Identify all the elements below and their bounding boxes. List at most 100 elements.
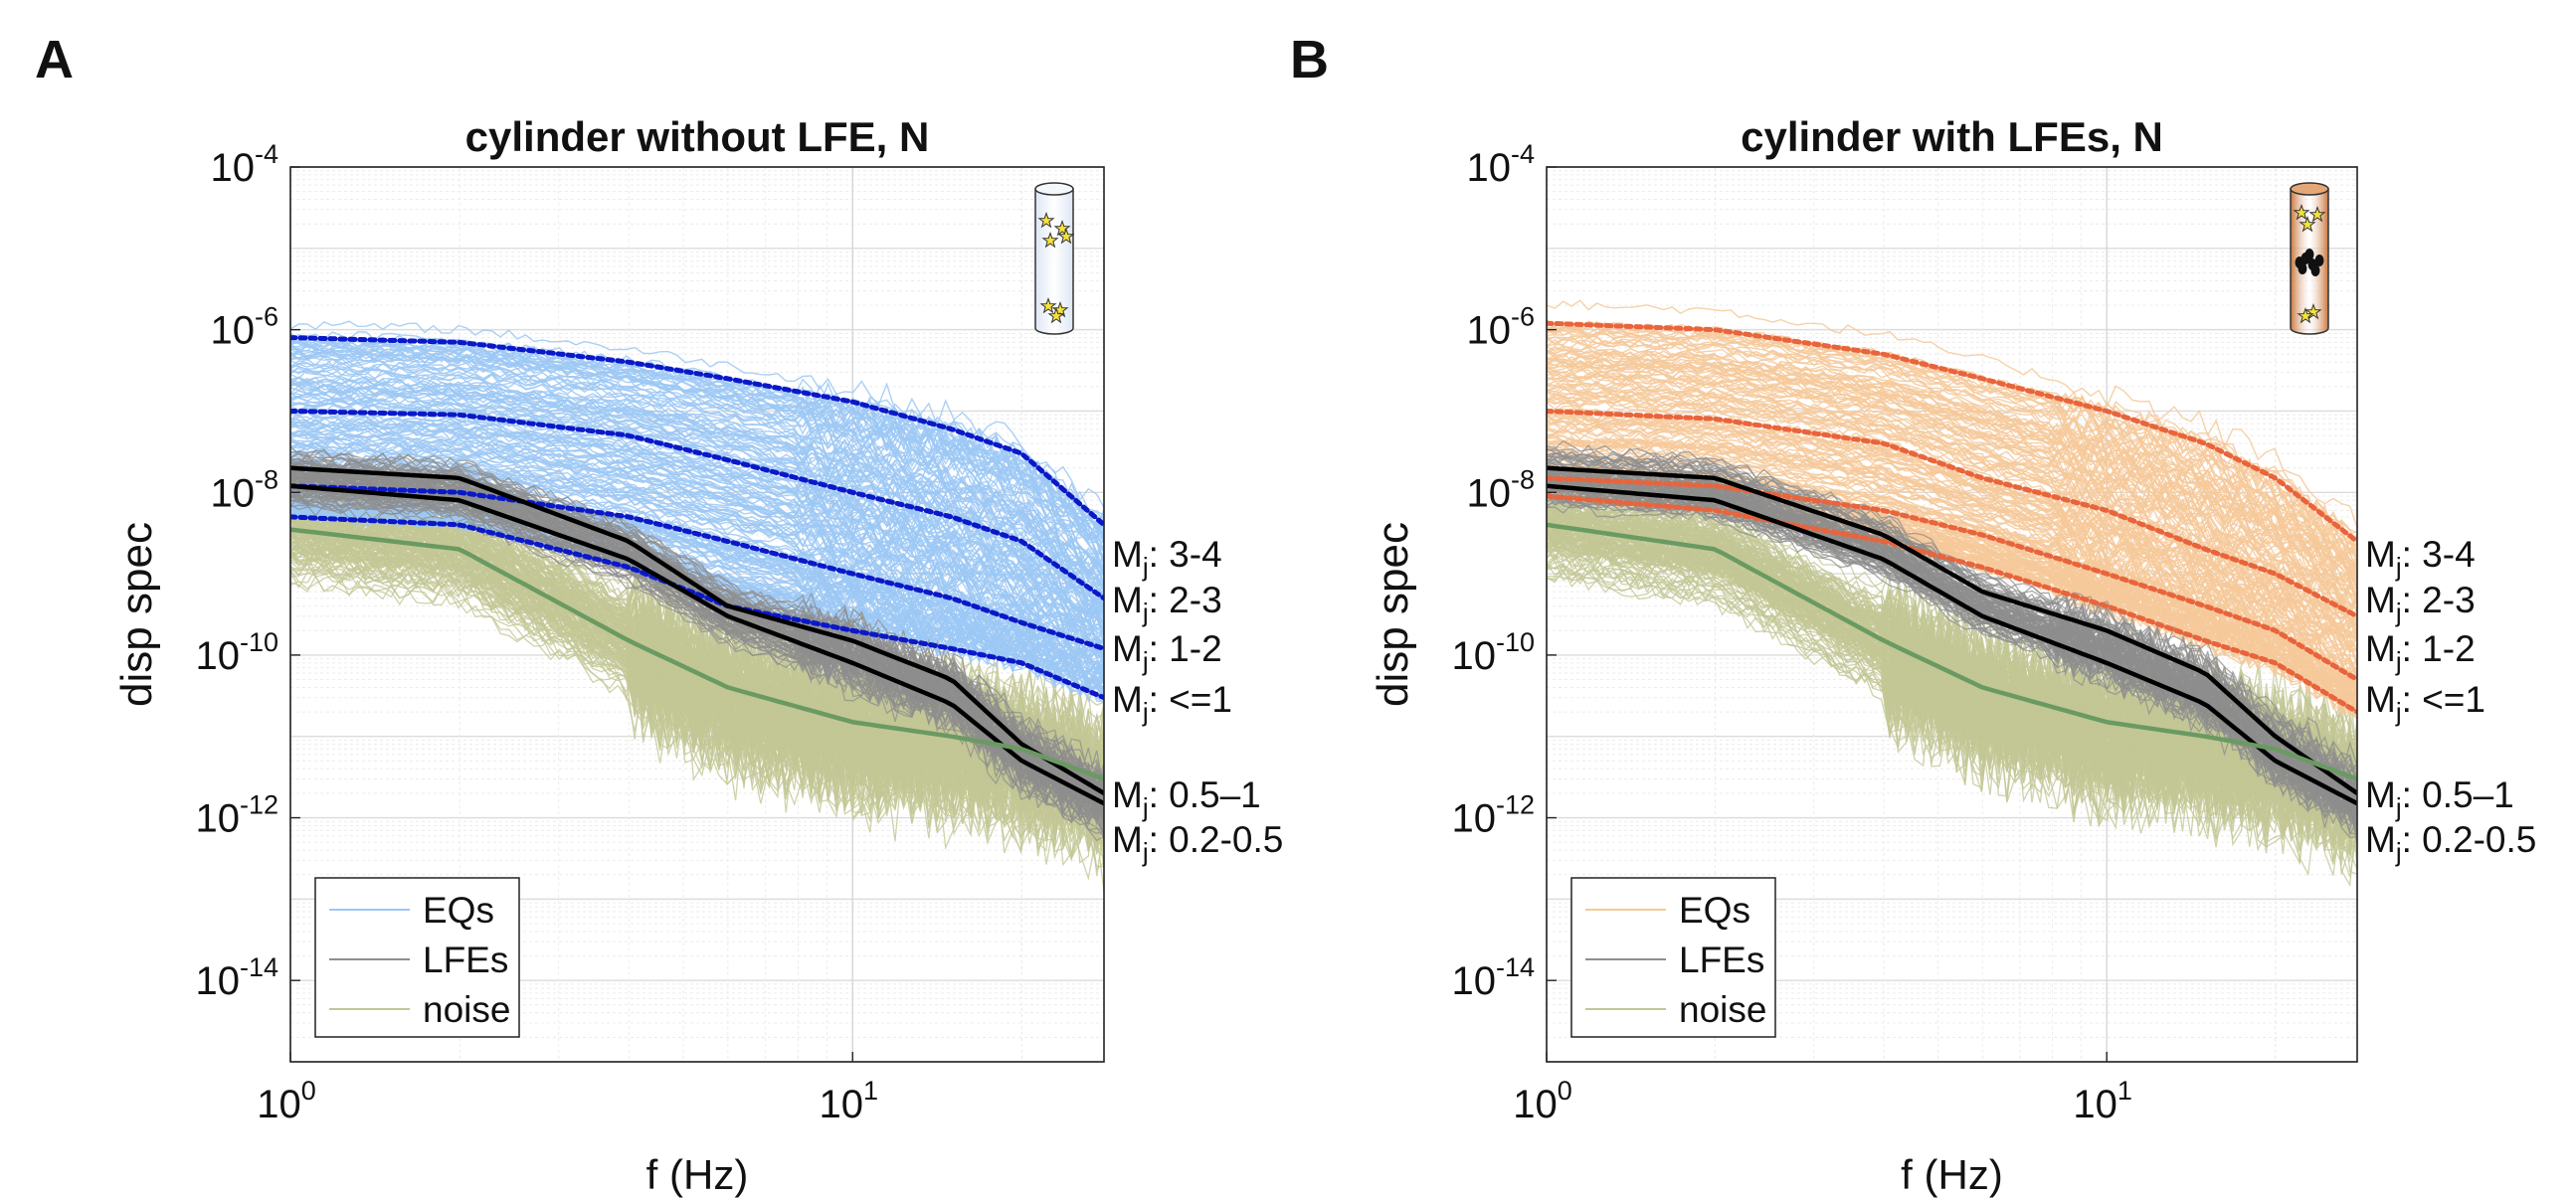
eq-trace	[290, 420, 1104, 612]
y-tick-label: 10-10	[195, 627, 278, 678]
eq-trace	[290, 349, 1104, 542]
noise-trace	[290, 531, 1104, 833]
y-tick-label: 10-8	[210, 464, 278, 515]
noise-trace	[1547, 560, 2357, 852]
y-tick-label: 10-4	[210, 139, 278, 190]
median-curves	[290, 335, 1104, 806]
annotation-sub: j	[1142, 792, 1149, 822]
noise-trace	[290, 517, 1104, 823]
eq-trace	[1547, 369, 2357, 588]
annotation-text: : 0.2-0.5	[2402, 819, 2537, 860]
annotation-sub: j	[2395, 646, 2402, 676]
annotation-sub: j	[2395, 792, 2402, 822]
annotation-base: M	[2365, 628, 2396, 669]
legend-box	[1570, 877, 1776, 1038]
lfe-marker-icon	[2310, 264, 2320, 276]
lfe-trace	[290, 503, 1104, 839]
eq-trace	[290, 439, 1104, 616]
annotation-text: : 0.5–1	[2402, 774, 2514, 815]
annotation-sub: j	[1142, 598, 1149, 627]
y-tick-label: 10-6	[210, 302, 278, 353]
eq-trace	[290, 348, 1104, 543]
cylinder-icon	[1034, 182, 1075, 335]
series-line-noise-6	[1547, 522, 2357, 781]
series-line-eqs-2	[1547, 475, 2357, 682]
y-tick-base: 10	[1466, 309, 1511, 353]
eq-trace	[1547, 434, 2357, 651]
y-tick-base: 10	[1451, 959, 1496, 1003]
annotation-base: M	[1112, 580, 1143, 620]
x-tick-exp: 1	[863, 1076, 878, 1106]
magnitude-annotation: Mj: <=1	[1112, 679, 1232, 727]
x-tick-label: 100	[257, 1076, 316, 1126]
eq-trace	[1547, 358, 2357, 585]
magnitude-annotation: Mj: <=1	[2365, 679, 2485, 727]
eq-trace	[290, 384, 1104, 586]
eq-trace	[1547, 397, 2357, 616]
annotation-base: M	[2365, 819, 2396, 860]
y-tick-base: 10	[210, 471, 255, 515]
annotation-base: M	[1112, 534, 1143, 575]
series-line-eqs-0	[1547, 320, 2357, 544]
eq-trace	[1547, 375, 2357, 587]
y-tick-exp: -8	[1511, 464, 1535, 494]
star-icon	[1057, 227, 1075, 245]
eq-trace	[1547, 423, 2357, 629]
axes-frame	[1546, 166, 2358, 1063]
noise-trace	[290, 519, 1104, 809]
noise-trace	[1547, 544, 2357, 862]
legend-box	[314, 877, 520, 1038]
lfe-trace	[290, 459, 1104, 800]
eq-trace	[1547, 349, 2357, 580]
annotation-sub: j	[2395, 837, 2402, 867]
legend-label: noise	[1679, 989, 1766, 1030]
star-icon	[1039, 296, 1057, 314]
eq-trace	[1547, 328, 2357, 562]
eq-trace	[1547, 326, 2357, 554]
eq-trace	[1547, 335, 2357, 564]
annotation-text: : 1-2	[1149, 628, 1222, 669]
legend: EQs LFEs noise	[314, 877, 520, 1038]
annotation-sub: j	[2395, 552, 2402, 582]
x-tick-label: 101	[2073, 1076, 2132, 1126]
eq-trace	[290, 385, 1104, 582]
x-tick-label: 101	[819, 1076, 878, 1126]
star-icon	[2297, 306, 2314, 324]
lfe-trace	[1547, 478, 2357, 813]
lfe-trace	[290, 495, 1104, 824]
y-tick-base: 10	[1466, 471, 1511, 515]
annotation-text: : <=1	[2402, 679, 2485, 720]
eq-trace	[1547, 408, 2357, 620]
cylinder-icon	[2290, 182, 2329, 335]
star-icon	[2293, 203, 2310, 221]
y-axis-label: disp spec	[112, 522, 161, 707]
eq-trace	[1547, 388, 2357, 598]
legend-label: LFEs	[423, 940, 508, 980]
lfe-trace	[1547, 479, 2357, 801]
noise-trace	[290, 518, 1104, 820]
annotation-sub: j	[1142, 646, 1149, 676]
y-tick-base: 10	[1466, 146, 1511, 190]
magnitude-annotation: Mj: 1-2	[2365, 628, 2476, 676]
series-line-lfes-4	[290, 465, 1104, 796]
eq-trace	[290, 451, 1104, 641]
lfe-trace	[1547, 453, 2357, 777]
series-line-lfes-5	[290, 483, 1104, 806]
eq-trace	[290, 360, 1104, 562]
x-axis-label: f (Hz)	[646, 1151, 749, 1198]
panel-label: A	[35, 30, 74, 89]
magnitude-annotation: Mj: 0.5–1	[2365, 774, 2514, 822]
series-line-eqs-2	[290, 483, 1104, 651]
y-tick-label: 10-10	[1451, 627, 1535, 678]
eq-trace	[290, 320, 1104, 508]
panel-label: B	[1290, 30, 1329, 89]
plot-area	[290, 320, 1104, 892]
lfe-trace	[1547, 493, 2357, 811]
y-tick-base: 10	[210, 309, 255, 353]
lfe-marker-icon	[2304, 249, 2314, 260]
annotation-text: : 3-4	[1149, 534, 1222, 575]
y-tick-exp: -10	[240, 627, 278, 657]
